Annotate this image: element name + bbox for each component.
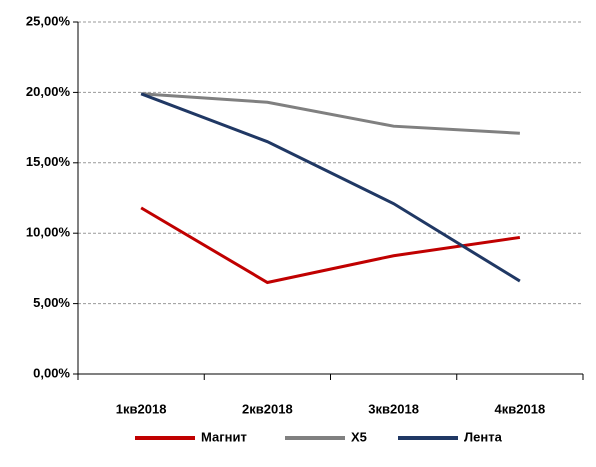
- series-line: [140, 92, 521, 283]
- y-tick-label: 10,00%: [26, 225, 71, 240]
- x-tick-label: 1кв2018: [116, 401, 167, 416]
- y-tick-label: 25,00%: [26, 13, 71, 28]
- y-tick-label: 0,00%: [33, 365, 70, 380]
- legend-label: Лента: [464, 429, 503, 444]
- y-tick-label: 20,00%: [26, 84, 71, 99]
- y-tick-label: 15,00%: [26, 154, 71, 169]
- series-line: [141, 92, 520, 135]
- legend-label: Магнит: [201, 429, 247, 444]
- series-line: [140, 206, 521, 285]
- x-tick-label: 4кв2018: [495, 401, 546, 416]
- x-tick-label: 2кв2018: [242, 401, 293, 416]
- x-tick-label: 3кв2018: [368, 401, 419, 416]
- legend-label: X5: [351, 429, 367, 444]
- y-tick-label: 5,00%: [33, 295, 70, 310]
